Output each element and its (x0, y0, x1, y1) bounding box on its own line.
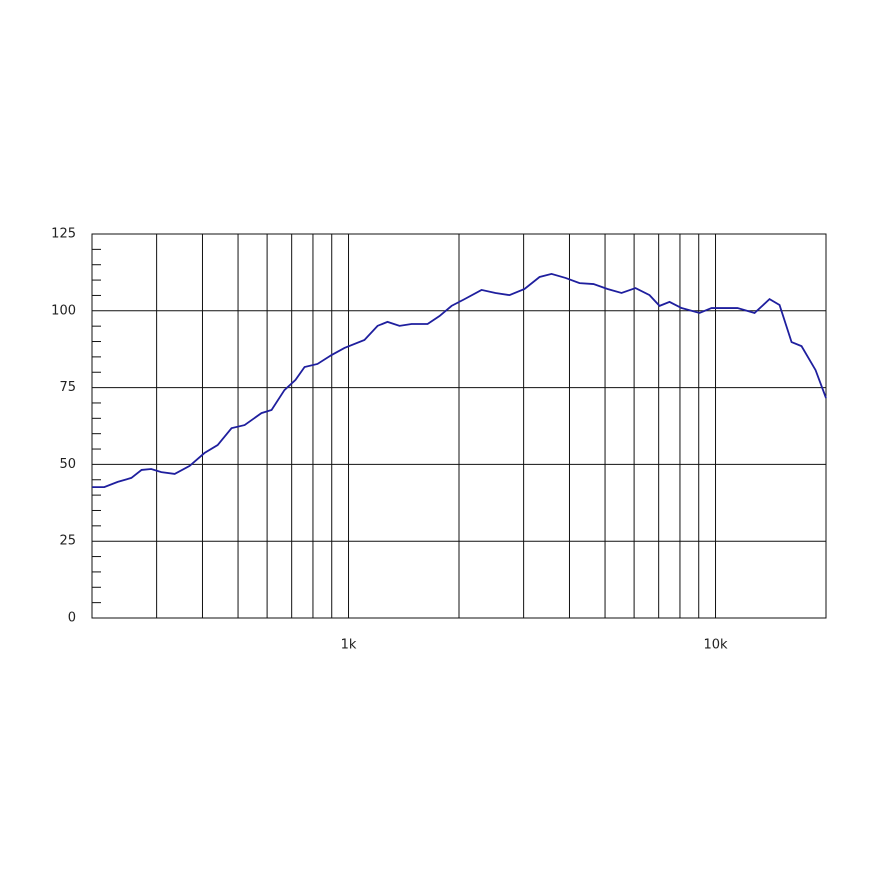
response-line (92, 273, 827, 489)
x-tick-label: 10k (703, 638, 728, 653)
y-tick-label: 75 (59, 380, 76, 395)
y-tick-label: 25 (59, 534, 76, 549)
y-tick-label: 50 (59, 457, 76, 472)
x-tick-label: 1k (341, 638, 357, 653)
y-tick-label: 125 (51, 227, 76, 242)
y-tick-label: 0 (68, 611, 76, 626)
y-tick-label: 100 (51, 303, 76, 318)
